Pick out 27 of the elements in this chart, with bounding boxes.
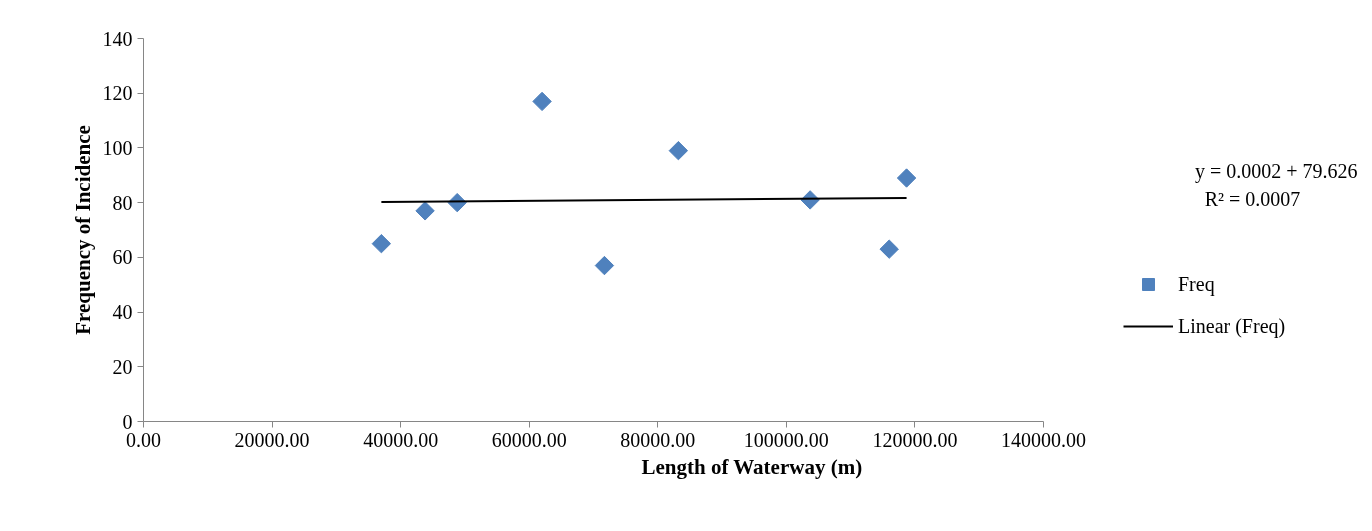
legend-label: Freq — [1178, 272, 1215, 296]
point — [668, 140, 689, 161]
legend-label: Linear (Freq) — [1178, 314, 1286, 338]
x-tick-label: 120000.00 — [872, 428, 958, 451]
point — [371, 233, 392, 254]
point — [896, 168, 917, 188]
text: R² = 0.0007 — [1204, 187, 1301, 210]
y-tick-label: 60 — [112, 246, 133, 269]
point — [415, 201, 435, 221]
x-tick-label: 60000.00 — [491, 428, 567, 451]
x-axis-title: Length of Waterway (m) — [641, 454, 863, 479]
x-tick-label: 140000.00 — [1001, 428, 1086, 451]
y-axis-title: Frequency of Incidence — [70, 125, 95, 335]
x-tick-label: 40000.00 — [363, 428, 439, 451]
x-tick-label: 100000.00 — [743, 428, 829, 451]
y-tick-label: 100 — [102, 136, 133, 159]
y-tick-label: 80 — [112, 191, 133, 214]
y-tick-label: 40 — [112, 301, 133, 324]
point — [879, 239, 899, 259]
text: y = 0.0002 + 79.626 — [1194, 159, 1358, 183]
point — [532, 91, 552, 112]
point — [594, 255, 615, 276]
y-tick-label: 140 — [102, 27, 133, 50]
y-tick-label: 20 — [112, 355, 133, 378]
x-tick-label: 80000.00 — [620, 428, 696, 451]
x-tick-label: 20000.00 — [234, 428, 310, 451]
y-tick-label: 120 — [102, 82, 133, 105]
